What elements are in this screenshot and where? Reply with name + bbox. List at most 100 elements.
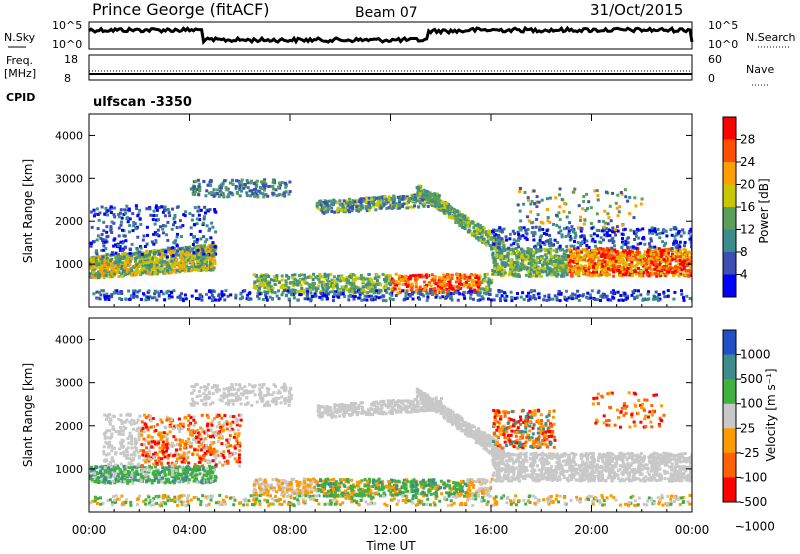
- power-echo: [631, 245, 635, 249]
- power-echo: [397, 287, 401, 291]
- power-echo: [320, 280, 324, 284]
- power-echo: [130, 255, 134, 258]
- power-echo: [126, 216, 129, 220]
- power-echo: [578, 244, 582, 247]
- power-echo: [655, 259, 659, 263]
- power-echo: [313, 292, 317, 296]
- power-echo: [100, 289, 104, 293]
- power-echo: [227, 194, 231, 198]
- power-echo: [493, 266, 497, 270]
- power-echo: [114, 243, 118, 247]
- power-echo: [266, 194, 270, 198]
- power-echo: [632, 216, 636, 220]
- power-echo: [478, 283, 482, 286]
- power-echo: [616, 255, 620, 259]
- power-echo: [92, 268, 96, 272]
- power-echo: [632, 290, 635, 294]
- power-echo: [374, 208, 378, 212]
- power-echo: [391, 205, 395, 209]
- power-echo: [367, 196, 371, 200]
- power-echo: [352, 286, 356, 289]
- power-echo: [681, 228, 685, 232]
- power-echo: [406, 280, 410, 284]
- power-echo: [224, 289, 228, 293]
- power-echo: [175, 269, 179, 273]
- power-echo: [586, 291, 590, 295]
- power-echo: [138, 250, 142, 254]
- power-echo: [510, 252, 514, 256]
- power-echo: [106, 273, 110, 277]
- power-echo: [463, 223, 467, 227]
- power-echo: [398, 274, 402, 278]
- power-echo: [389, 279, 393, 283]
- power-echo: [521, 264, 525, 268]
- power-echo: [596, 229, 600, 232]
- power-echo: [335, 201, 339, 205]
- power-echo: [477, 287, 481, 291]
- power-echo: [452, 207, 456, 211]
- power-echo: [89, 272, 93, 276]
- power-echo: [549, 249, 553, 253]
- power-echo: [503, 296, 507, 300]
- power-echo: [660, 250, 664, 254]
- power-echo: [569, 259, 573, 263]
- power-echo: [213, 209, 217, 213]
- power-echo: [430, 196, 434, 200]
- power-echo: [488, 288, 492, 292]
- power-echo: [318, 280, 322, 284]
- power-echo: [456, 287, 460, 291]
- power-echo: [361, 279, 365, 283]
- power-echo: [178, 265, 182, 269]
- power-echo: [135, 207, 139, 210]
- power-echo: [102, 266, 106, 270]
- power-echo: [197, 213, 201, 217]
- power-echo: [141, 264, 145, 268]
- power-echo: [127, 207, 131, 211]
- power-echo: [612, 230, 616, 234]
- power-echo: [558, 187, 562, 191]
- power-echo: [609, 290, 613, 294]
- power-echo: [421, 289, 425, 293]
- power-echo: [609, 260, 613, 264]
- power-echo: [542, 298, 546, 302]
- power-echo: [109, 211, 113, 214]
- power-echo: [211, 248, 215, 252]
- power-echo: [394, 272, 398, 276]
- power-echo: [510, 295, 514, 299]
- power-echo: [625, 270, 629, 274]
- power-echo: [147, 269, 151, 273]
- power-echo: [209, 262, 213, 266]
- power-echo: [303, 288, 307, 292]
- power-echo: [164, 250, 168, 254]
- power-echo: [672, 241, 676, 245]
- power-echo: [535, 200, 539, 204]
- power-echo: [169, 265, 173, 269]
- power-echo: [414, 285, 418, 289]
- power-echo: [655, 296, 659, 299]
- power-echo: [405, 195, 409, 199]
- power-echo: [181, 299, 185, 303]
- power-echo: [139, 222, 143, 226]
- power-echo: [217, 294, 221, 298]
- power-echo: [621, 298, 625, 302]
- power-echo: [483, 275, 487, 279]
- power-echo: [152, 242, 156, 246]
- power-echo: [509, 248, 512, 252]
- power-echo: [159, 290, 163, 293]
- power-echo: [672, 297, 676, 301]
- power-echo: [326, 279, 330, 283]
- power-echo: [123, 208, 127, 212]
- power-echo: [503, 271, 507, 275]
- power-echo: [147, 251, 151, 255]
- power-echo: [503, 248, 507, 252]
- power-echo: [642, 271, 646, 275]
- power-echo: [113, 237, 117, 241]
- power-echo: [172, 289, 176, 293]
- power-echo: [664, 253, 668, 256]
- power-echo: [169, 268, 173, 271]
- power-echo: [177, 268, 181, 271]
- power-echo: [618, 274, 622, 278]
- power-echo: [648, 244, 652, 248]
- power-echo: [627, 258, 631, 262]
- power-echo: [572, 251, 576, 255]
